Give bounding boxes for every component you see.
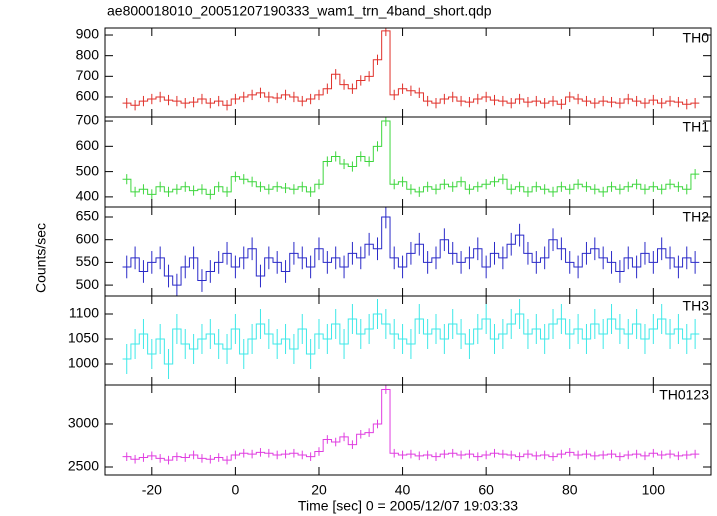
y-tick-label: 900	[76, 26, 100, 42]
x-tick-label: 100	[642, 482, 666, 498]
y-tick-label: 550	[76, 253, 100, 269]
y-axis-label: Counts/sec	[33, 223, 49, 293]
y-tick-label: 1000	[68, 355, 99, 371]
y-tick-label: 500	[76, 162, 100, 178]
x-axis-label: Time [sec] 0 = 2005/12/07 19:03:33	[298, 498, 518, 514]
y-tick-label: 1050	[68, 330, 99, 346]
x-tick-label: 0	[231, 482, 239, 498]
x-tick-label: 80	[562, 482, 578, 498]
step-line	[122, 389, 700, 461]
x-tick-label: 40	[395, 482, 411, 498]
panel-label: TH3	[683, 298, 710, 314]
panel-label: TH0123	[659, 387, 709, 403]
y-tick-label: 600	[76, 88, 100, 104]
panel-label: TH1	[683, 119, 710, 135]
step-line	[122, 216, 700, 286]
step-line	[122, 30, 700, 106]
y-tick-label: 700	[76, 112, 100, 128]
y-tick-label: 500	[76, 276, 100, 292]
y-tick-label: 700	[76, 67, 100, 83]
panel-label: TH0	[683, 30, 710, 46]
y-tick-label: 3000	[68, 415, 99, 431]
y-tick-label: 650	[76, 208, 100, 224]
y-tick-label: 400	[76, 188, 100, 204]
step-line	[122, 313, 700, 365]
x-tick-label: 20	[311, 482, 327, 498]
y-tick-label: 2500	[68, 458, 99, 474]
x-tick-label: 60	[478, 482, 494, 498]
y-tick-label: 600	[76, 137, 100, 153]
x-tick-label: -20	[142, 482, 162, 498]
step-line	[122, 120, 700, 195]
y-tick-label: 600	[76, 230, 100, 246]
chart-title: ae800018010_20051207190333_wam1_trn_4ban…	[107, 3, 492, 19]
y-tick-label: 1100	[69, 305, 99, 321]
y-tick-label: 800	[76, 46, 100, 62]
panel-frame	[104, 384, 712, 476]
panel-label: TH2	[683, 209, 710, 225]
